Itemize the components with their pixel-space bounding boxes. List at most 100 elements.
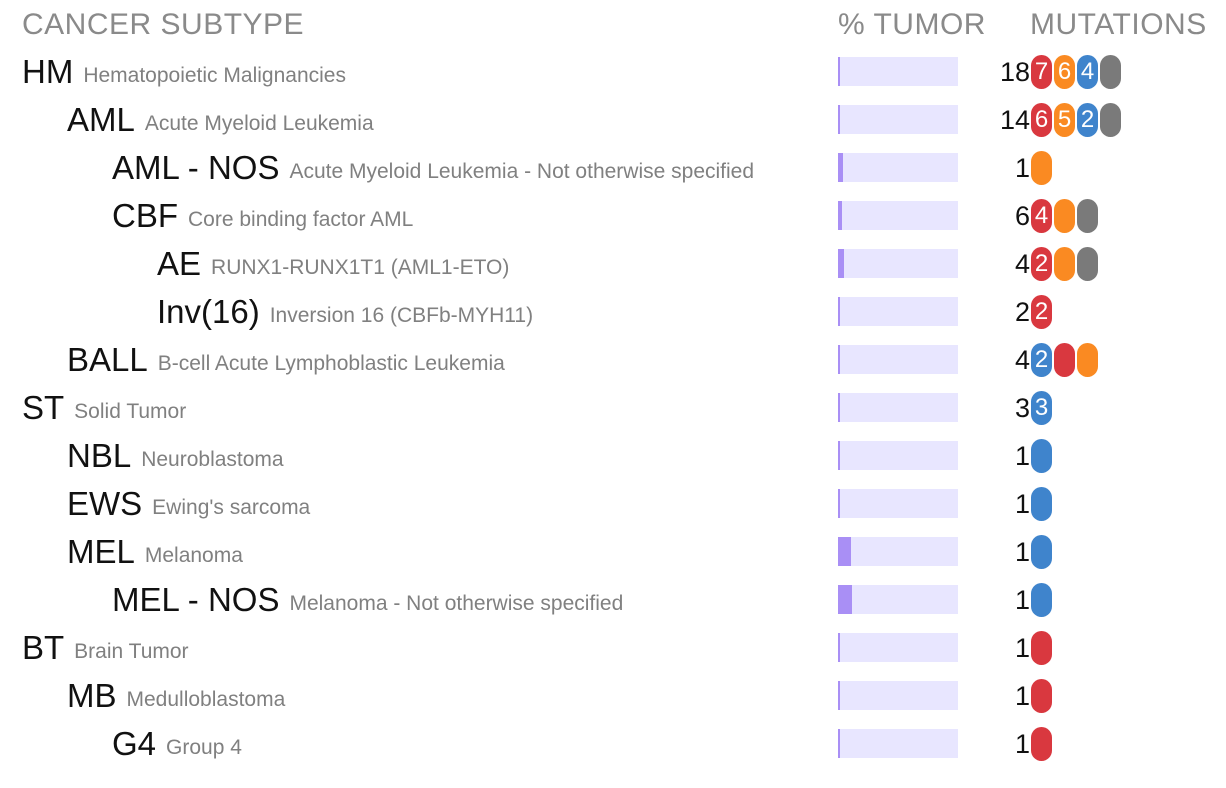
subtype-full-name: Melanoma [144,544,243,567]
table-row[interactable]: MEL Melanoma 1 [0,528,1226,576]
mutation-class-pills [1031,439,1054,473]
mutation-class-pills [1031,487,1054,521]
table-row[interactable]: AML - NOS Acute Myeloid Leukemia - Not ot… [0,144,1226,192]
subtype-name[interactable]: AE RUNX1-RUNX1T1 (AML1-ETO) [157,240,509,288]
mutation-pill-red[interactable] [1054,343,1075,377]
tumor-percent-bar [838,345,958,374]
subtype-name[interactable]: MB Medulloblastoma [67,672,285,720]
subtype-full-name: Neuroblastoma [141,448,284,471]
table-row[interactable]: AML Acute Myeloid Leukemia 14 6 5 2 [0,96,1226,144]
mutation-count: 14 [999,105,1030,135]
subtype-name[interactable]: MEL Melanoma [67,528,243,576]
mutation-pill-red[interactable] [1031,631,1052,665]
subtype-full-name: Melanoma - Not otherwise specified [289,592,624,615]
subtype-name[interactable]: NBL Neuroblastoma [67,432,284,480]
mutation-class-pills: 3 [1031,391,1054,425]
subtype-name[interactable]: AML Acute Myeloid Leukemia [67,96,374,144]
tumor-percent-bar-fill [838,297,840,326]
mutation-pill-blue[interactable]: 2 [1077,103,1098,137]
mutation-pill-red[interactable]: 4 [1031,199,1052,233]
subtype-name[interactable]: BT Brain Tumor [22,624,189,672]
tumor-percent-bar [838,441,958,470]
subtype-name[interactable]: G4 Group 4 [112,720,242,768]
table-row[interactable]: AE RUNX1-RUNX1T1 (AML1-ETO) 4 2 [0,240,1226,288]
subtype-name[interactable]: Inv(16) Inversion 16 (CBFb-MYH11) [157,288,533,336]
subtype-abbr: EWS [67,485,143,522]
table-row[interactable]: EWS Ewing's sarcoma 1 [0,480,1226,528]
tumor-percent-bar-fill [838,441,840,470]
mutation-pill-gray[interactable] [1077,199,1098,233]
tumor-percent-bar [838,153,958,182]
header-mutations: MUTATIONS [1030,8,1207,41]
mutation-pill-red[interactable] [1031,679,1052,713]
tumor-percent-bar-fill [838,345,840,374]
subtype-name[interactable]: MEL - NOS Melanoma - Not otherwise specif… [112,576,623,624]
table-row[interactable]: Inv(16) Inversion 16 (CBFb-MYH11) 2 2 [0,288,1226,336]
mutation-pill-orange[interactable] [1054,199,1075,233]
mutation-pill-orange[interactable]: 6 [1054,55,1075,89]
subtype-name[interactable]: BALL B-cell Acute Lymphoblastic Leukemia [67,336,505,384]
tumor-percent-bar-fill [838,489,840,518]
table-row[interactable]: BALL B-cell Acute Lymphoblastic Leukemia 4… [0,336,1226,384]
tumor-percent-bar-fill [838,729,840,758]
table-row[interactable]: NBL Neuroblastoma 1 [0,432,1226,480]
mutation-pill-orange[interactable] [1031,151,1052,185]
mutation-pill-gray[interactable] [1077,247,1098,281]
mutation-pill-blue[interactable] [1031,535,1052,569]
mutation-pill-red[interactable]: 7 [1031,55,1052,89]
subtype-full-name: Acute Myeloid Leukemia [144,112,374,135]
table-row[interactable]: HM Hematopoietic Malignancies 18 7 6 4 [0,48,1226,96]
subtype-name[interactable]: CBF Core binding factor AML [112,192,413,240]
mutation-pill-blue[interactable]: 3 [1031,391,1052,425]
subtype-abbr: AML [67,101,135,138]
tumor-percent-bar [838,585,958,614]
subtype-name[interactable]: HM Hematopoietic Malignancies [22,48,346,96]
table-row[interactable]: MEL - NOS Melanoma - Not otherwise specif… [0,576,1226,624]
mutation-count: 1 [1014,585,1030,615]
mutation-pill-orange[interactable]: 5 [1054,103,1075,137]
mutation-pill-red[interactable]: 2 [1031,295,1052,329]
mutation-count: 1 [1014,633,1030,663]
table-row[interactable]: CBF Core binding factor AML 6 4 [0,192,1226,240]
mutation-pill-orange[interactable] [1077,343,1098,377]
subtype-full-name: Brain Tumor [74,640,189,663]
subtype-full-name: Group 4 [166,736,242,759]
mutation-pill-red[interactable]: 6 [1031,103,1052,137]
mutation-pill-blue[interactable] [1031,583,1052,617]
subtype-full-name: Inversion 16 (CBFb-MYH11) [269,304,534,327]
subtype-full-name: Core binding factor AML [188,208,414,231]
mutation-pill-blue[interactable]: 2 [1031,343,1052,377]
mutation-pill-gray[interactable] [1100,55,1121,89]
subtype-abbr: AML - NOS [112,149,280,186]
subtype-name[interactable]: ST Solid Tumor [22,384,186,432]
subtype-full-name: Hematopoietic Malignancies [83,64,346,87]
subtype-full-name: B-cell Acute Lymphoblastic Leukemia [157,352,505,375]
mutation-pill-blue[interactable] [1031,487,1052,521]
subtype-abbr: BALL [67,341,148,378]
subtype-abbr: MB [67,677,117,714]
mutation-count: 1 [1014,441,1030,471]
table-row[interactable]: ST Solid Tumor 3 3 [0,384,1226,432]
subtype-abbr: BT [22,629,65,666]
tumor-percent-bar [838,105,958,134]
table-row[interactable]: G4 Group 4 1 [0,720,1226,768]
tumor-percent-bar [838,489,958,518]
mutation-class-pills [1031,631,1054,665]
mutation-pill-red[interactable]: 2 [1031,247,1052,281]
subtype-name[interactable]: AML - NOS Acute Myeloid Leukemia - Not ot… [112,144,754,192]
subtype-name[interactable]: EWS Ewing's sarcoma [67,480,310,528]
subtype-abbr: AE [157,245,202,282]
subtype-abbr: G4 [112,725,157,762]
mutation-class-pills [1031,679,1054,713]
header-cancer-subtype: CANCER SUBTYPE [22,8,305,41]
mutation-pill-orange[interactable] [1054,247,1075,281]
table-row[interactable]: MB Medulloblastoma 1 [0,672,1226,720]
mutation-pill-gray[interactable] [1100,103,1121,137]
mutation-pill-red[interactable] [1031,727,1052,761]
mutation-class-pills: 2 [1031,247,1100,281]
subtype-abbr: Inv(16) [157,293,260,330]
table-row[interactable]: BT Brain Tumor 1 [0,624,1226,672]
mutation-pill-blue[interactable]: 4 [1077,55,1098,89]
mutation-pill-blue[interactable] [1031,439,1052,473]
